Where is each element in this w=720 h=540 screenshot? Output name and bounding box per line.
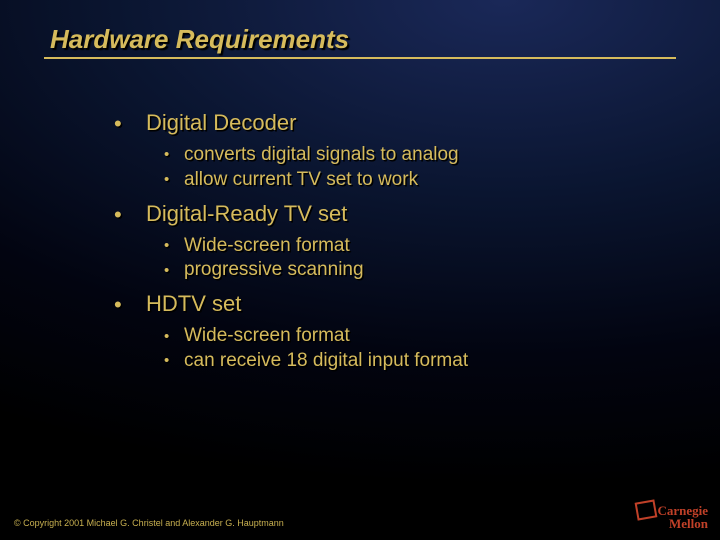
bullet-l2-label: can receive 18 digital input format bbox=[184, 350, 468, 371]
bullet-icon: • bbox=[164, 236, 184, 256]
bullet-l1-label: Digital-Ready TV set bbox=[146, 201, 347, 226]
logo-box-icon bbox=[635, 500, 658, 521]
bullet-l2-label: allow current TV set to work bbox=[184, 169, 418, 190]
bullet-l2: •Wide-screen format bbox=[164, 324, 680, 349]
sub-block: •Wide-screen format •can receive 18 digi… bbox=[114, 324, 680, 373]
bullet-icon: • bbox=[164, 170, 184, 190]
bullet-icon: • bbox=[114, 292, 146, 318]
bullet-l2-label: Wide-screen format bbox=[184, 235, 350, 256]
bullet-l2-label: Wide-screen format bbox=[184, 325, 350, 346]
bullet-icon: • bbox=[114, 111, 146, 137]
bullet-l1: •HDTV set bbox=[114, 291, 680, 318]
bullet-icon: • bbox=[164, 145, 184, 165]
slide-title: Hardware Requirements bbox=[44, 24, 676, 55]
title-bar: Hardware Requirements bbox=[44, 24, 676, 59]
bullet-icon: • bbox=[164, 327, 184, 347]
bullet-icon: • bbox=[164, 261, 184, 281]
bullet-l2-label: progressive scanning bbox=[184, 259, 364, 280]
logo-line2: Mellon bbox=[657, 518, 708, 530]
content-area: •Digital Decoder •converts digital signa… bbox=[114, 110, 680, 380]
bullet-l2-label: converts digital signals to analog bbox=[184, 144, 459, 165]
bullet-l2: •converts digital signals to analog bbox=[164, 143, 680, 168]
bullet-l1: •Digital Decoder bbox=[114, 110, 680, 137]
bullet-l1-label: Digital Decoder bbox=[146, 110, 296, 135]
bullet-l1-label: HDTV set bbox=[146, 291, 241, 316]
bullet-l2: •Wide-screen format bbox=[164, 234, 680, 259]
bullet-l2: •allow current TV set to work bbox=[164, 168, 680, 193]
bullet-icon: • bbox=[114, 202, 146, 228]
bullet-l2: •can receive 18 digital input format bbox=[164, 349, 680, 374]
bullet-icon: • bbox=[164, 351, 184, 371]
bullet-l1: •Digital-Ready TV set bbox=[114, 201, 680, 228]
bullet-l2: •progressive scanning bbox=[164, 258, 680, 283]
copyright-text: © Copyright 2001 Michael G. Christel and… bbox=[14, 518, 284, 528]
carnegie-mellon-logo: Carnegie Mellon bbox=[657, 505, 708, 530]
sub-block: •converts digital signals to analog •all… bbox=[114, 143, 680, 192]
sub-block: •Wide-screen format •progressive scannin… bbox=[114, 234, 680, 283]
